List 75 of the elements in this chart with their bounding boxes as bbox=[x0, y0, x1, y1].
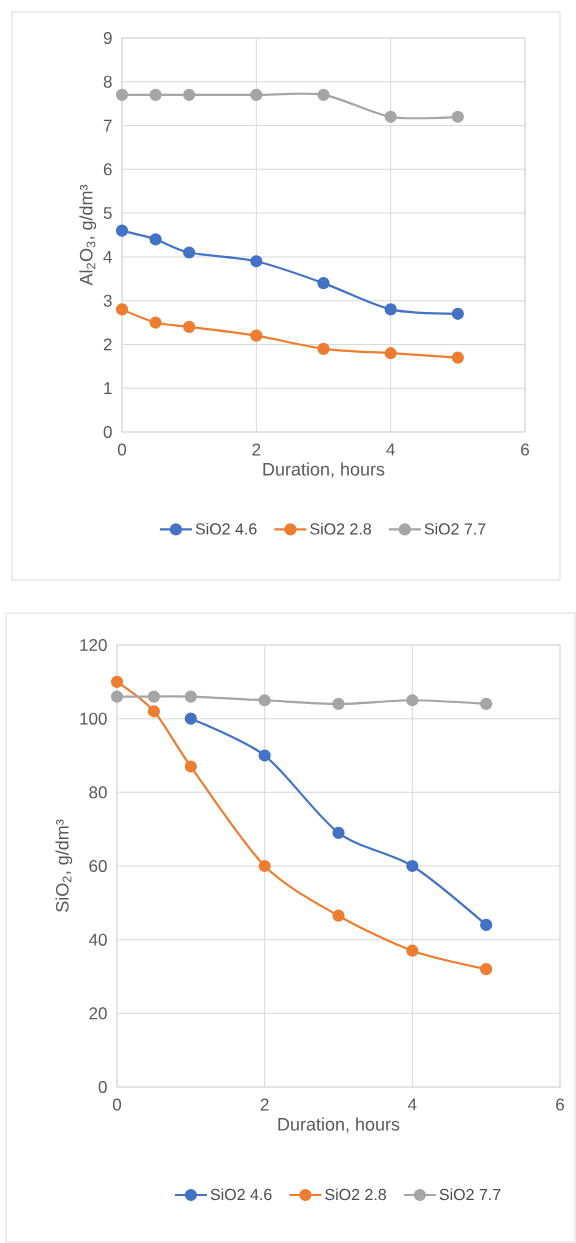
point bbox=[147, 705, 161, 718]
x-tick-label: 4 bbox=[386, 443, 395, 456]
point bbox=[480, 697, 493, 711]
point bbox=[384, 303, 397, 316]
point bbox=[115, 303, 129, 316]
x-tick-label: 2 bbox=[252, 443, 261, 456]
point bbox=[451, 110, 464, 123]
point bbox=[183, 88, 196, 101]
point bbox=[184, 760, 197, 773]
point bbox=[250, 329, 263, 342]
y-tick-label: 0 bbox=[98, 1080, 107, 1094]
y-tick-label: 8 bbox=[103, 75, 112, 88]
point bbox=[317, 342, 330, 355]
legend-label: SiO2 4.6 bbox=[195, 522, 257, 535]
point bbox=[406, 694, 419, 707]
point bbox=[250, 88, 263, 101]
point bbox=[480, 918, 493, 932]
point bbox=[115, 88, 129, 101]
y-tick-label: 7 bbox=[103, 119, 112, 132]
legend-label: SiO2 2.8 bbox=[325, 1188, 387, 1201]
legend-label: SiO2 7.7 bbox=[439, 1188, 501, 1201]
point bbox=[384, 110, 397, 123]
y-tick-label: 6 bbox=[103, 163, 112, 176]
x-tick-label: 0 bbox=[117, 443, 127, 456]
y-tick-label: 60 bbox=[89, 859, 107, 873]
point bbox=[183, 320, 196, 334]
point bbox=[149, 233, 162, 246]
point bbox=[115, 224, 129, 237]
point bbox=[183, 246, 196, 259]
y-tick-label: 0 bbox=[103, 425, 112, 439]
x-tick-label: 0 bbox=[112, 1098, 122, 1111]
x-tick-label: 6 bbox=[521, 443, 529, 456]
y-axis-title: SiO$_{2}$, g/dm³ bbox=[55, 819, 73, 912]
point bbox=[317, 277, 330, 290]
point bbox=[332, 909, 345, 922]
x-tick-label: 4 bbox=[408, 1098, 417, 1111]
x-axis-title: Duration, hours bbox=[263, 462, 385, 478]
point bbox=[258, 749, 271, 762]
y-tick-label: 100 bbox=[80, 712, 107, 725]
point bbox=[384, 347, 397, 360]
point bbox=[110, 675, 124, 688]
y-tick-label: 120 bbox=[80, 638, 107, 652]
point bbox=[332, 697, 345, 711]
point bbox=[184, 690, 197, 703]
point bbox=[184, 712, 197, 725]
point bbox=[258, 694, 271, 707]
x-axis-title: Duration, hours bbox=[278, 1117, 400, 1133]
legend-label: SiO2 4.6 bbox=[210, 1188, 272, 1201]
point bbox=[451, 351, 464, 364]
point bbox=[147, 690, 161, 703]
point bbox=[406, 859, 419, 873]
point bbox=[258, 859, 271, 873]
point bbox=[332, 826, 345, 839]
y-tick-label: 4 bbox=[103, 251, 112, 263]
legend-label: SiO2 2.8 bbox=[310, 522, 372, 535]
y-axis-title: Al$_{2}$O$_{3}$, g/dm³ bbox=[79, 184, 97, 286]
point bbox=[149, 88, 162, 101]
y-tick-label: 3 bbox=[103, 294, 112, 307]
point bbox=[317, 88, 330, 101]
y-tick-label: 5 bbox=[103, 207, 112, 220]
point bbox=[480, 963, 493, 976]
y-tick-label: 1 bbox=[104, 382, 112, 395]
y-tick-label: 9 bbox=[103, 31, 112, 45]
point bbox=[110, 690, 124, 703]
y-tick-label: 20 bbox=[89, 1007, 107, 1020]
point bbox=[451, 307, 464, 320]
y-tick-label: 80 bbox=[89, 786, 107, 799]
x-tick-label: 2 bbox=[260, 1098, 269, 1111]
legend-label: SiO2 7.7 bbox=[424, 522, 486, 535]
point bbox=[149, 316, 162, 329]
y-tick-label: 2 bbox=[103, 338, 112, 351]
point bbox=[250, 255, 263, 268]
y-tick-label: 40 bbox=[88, 933, 107, 946]
point bbox=[406, 944, 419, 957]
x-tick-label: 6 bbox=[556, 1098, 564, 1111]
